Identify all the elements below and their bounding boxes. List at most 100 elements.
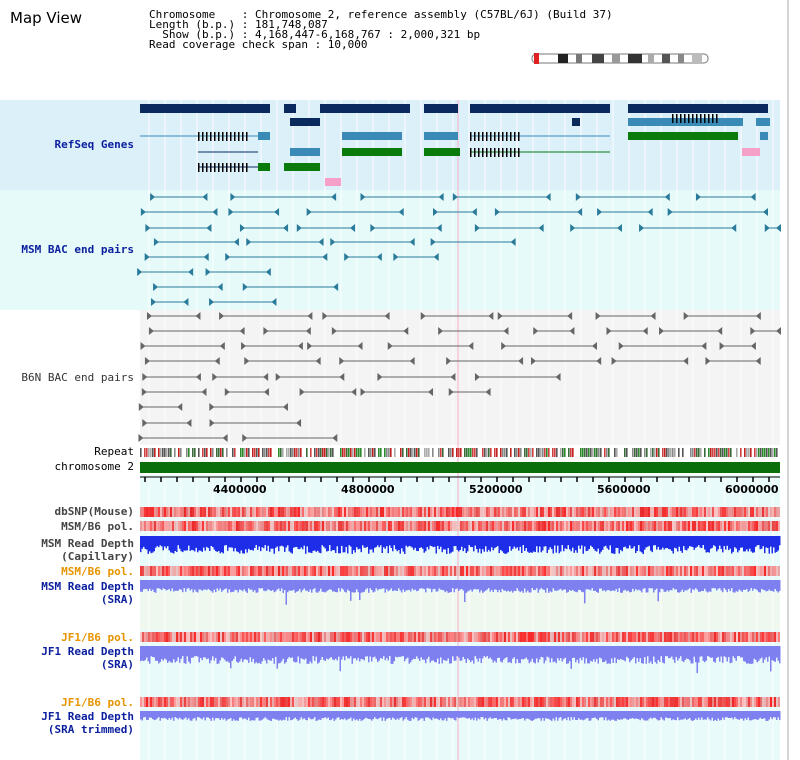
jf1-b6-pol-strip	[426, 632, 428, 642]
repeat-mark	[170, 448, 172, 457]
jf1-depth-sra-bar	[606, 646, 608, 664]
jf1-depth-sra-bar	[630, 646, 632, 661]
msm-depth-sra-bar	[350, 580, 352, 601]
jf1-b6-pol-strip	[692, 632, 694, 642]
repeat-mark	[488, 448, 490, 457]
dbsnp-strip	[624, 507, 626, 517]
repeat-mark	[174, 448, 176, 457]
dbsnp-strip	[636, 507, 638, 517]
msm-b6-pol-strip	[660, 521, 662, 531]
msm-depth-sra-bar	[365, 580, 367, 590]
msm-bac-pair-end	[471, 208, 477, 216]
dbsnp-strip	[518, 507, 520, 517]
dbsnp-strip	[296, 507, 298, 517]
msm-depth-cap-bar	[533, 536, 535, 552]
b6n-bac-pair-end	[144, 357, 150, 365]
msm-b6-pol-strip-2	[308, 566, 310, 576]
repeat-mark	[664, 448, 666, 457]
jf1-depth-trim-bar	[285, 711, 287, 718]
msm-b6-pol-strip	[538, 521, 540, 531]
dbsnp-strip	[242, 507, 244, 517]
jf1-depth-sra-bar	[557, 646, 559, 659]
jf1-depth-trim-bar	[755, 711, 757, 719]
msm-depth-sra-bar	[197, 580, 199, 593]
jf1-depth-trim-bar	[489, 711, 491, 718]
jf1-b6-pol-strip	[652, 632, 654, 642]
msm-bac-pair-end	[318, 238, 324, 246]
jf1-b6-pol-strip	[280, 632, 282, 642]
jf1-depth-sra-bar	[233, 646, 235, 660]
jf1-b6-pol-strip-2	[622, 697, 624, 707]
msm-depth-cap-bar	[447, 536, 449, 549]
msm-b6-pol-strip-2	[608, 566, 610, 576]
jf1-b6-pol-strip	[484, 632, 486, 642]
msm-depth-sra-bar	[621, 580, 623, 593]
dbsnp-strip	[670, 507, 672, 517]
repeat-mark	[510, 448, 512, 457]
msm-b6-pol-strip	[252, 521, 254, 531]
dbsnp-strip	[458, 507, 460, 517]
chromosome-ideogram[interactable]	[528, 53, 712, 64]
jf1-depth-trim-bar	[510, 711, 512, 720]
jf1-depth-trim-bar	[258, 711, 260, 721]
msm-depth-cap-bar	[488, 536, 490, 550]
jf1-depth-trim-bar	[653, 711, 655, 718]
jf1-b6-pol-strip	[564, 632, 566, 642]
msm-depth-cap-bar	[753, 536, 755, 553]
jf1-depth-sra-bar	[585, 646, 587, 659]
msm-b6-pol-strip	[738, 521, 740, 531]
jf1-depth-trim-bar	[558, 711, 560, 718]
msm-depth-cap-bar	[444, 536, 446, 550]
msm-depth-sra-bar	[299, 580, 301, 590]
jf1-depth-trim-bar	[212, 711, 214, 718]
msm-b6-pol-strip-2	[268, 566, 270, 576]
msm-b6-pol-strip	[522, 521, 524, 531]
msm-depth-cap-bar	[723, 536, 725, 547]
msm-b6-pol-strip-2	[654, 566, 656, 576]
dbsnp-strip	[172, 507, 174, 517]
msm-depth-sra-bar	[513, 580, 515, 591]
jf1-depth-sra-bar	[468, 646, 470, 661]
msm-b6-pol-strip	[654, 521, 656, 531]
dbsnp-strip	[576, 507, 578, 517]
msm-b6-pol-strip-2	[476, 566, 478, 576]
msm-b6-pol-strip	[730, 521, 732, 531]
msm-b6-pol-strip-2	[578, 566, 580, 576]
gene-block	[284, 163, 320, 171]
exon-tick	[222, 132, 224, 141]
msm-b6-pol-strip-2	[186, 566, 188, 576]
msm-depth-sra-bar	[176, 580, 178, 591]
msm-b6-pol-strip	[502, 521, 504, 531]
repeat-mark	[536, 448, 538, 457]
jf1-depth-trim-bar	[663, 711, 665, 721]
jf1-depth-sra-bar	[180, 646, 182, 659]
jf1-depth-sra-bar	[750, 646, 752, 664]
repeat-mark	[426, 448, 428, 457]
jf1-depth-sra-bar	[708, 646, 710, 657]
jf1-depth-trim-bar	[182, 711, 184, 720]
jf1-depth-sra-bar	[305, 646, 307, 659]
msm-depth-cap-bar	[366, 536, 368, 547]
jf1-b6-pol-strip	[406, 632, 408, 642]
jf1-b6-pol-strip	[556, 632, 558, 642]
dbsnp-strip	[700, 507, 702, 517]
msm-b6-pol-strip-2	[300, 566, 302, 576]
jf1-depth-sra-bar	[426, 646, 428, 659]
msm-depth-sra-bar	[339, 580, 341, 592]
msm-b6-pol-strip	[434, 521, 436, 531]
jf1-b6-pol-strip	[686, 632, 688, 642]
jf1-depth-sra-bar	[141, 646, 143, 661]
jf1-depth-trim-bar	[483, 711, 485, 720]
jf1-depth-trim-bar	[204, 711, 206, 721]
jf1-b6-pol-strip	[392, 632, 394, 642]
jf1-b6-pol-strip-2	[264, 697, 266, 707]
jf1-b6-pol-strip	[512, 632, 514, 642]
b6n-bac-pair-end	[140, 342, 146, 350]
dbsnp-strip	[714, 507, 716, 517]
msm-depth-sra-bar	[311, 580, 313, 593]
jf1-depth-trim-bar	[651, 711, 653, 719]
jf1-b6-pol-strip-2	[584, 697, 586, 707]
jf1-b6-pol-strip-2	[630, 697, 632, 707]
jf1-depth-trim-bar	[422, 711, 424, 719]
